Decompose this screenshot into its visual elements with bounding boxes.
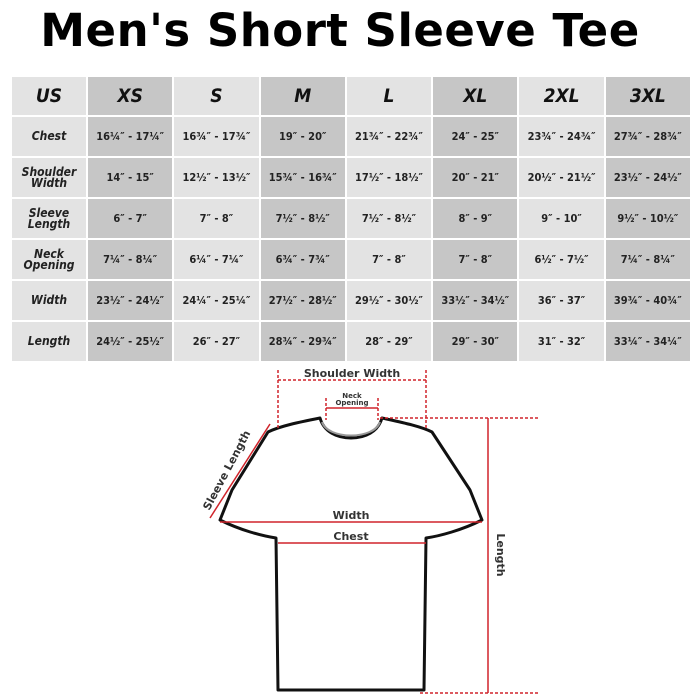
region-header: US [12,77,86,115]
measurement-cell: 7¼″ - 8¼″ [605,240,690,279]
shoulder-width-label: Shoulder Width [304,367,400,380]
measurement-cell: 7″ - 8″ [346,240,432,279]
row-label: Neck Opening [12,240,86,279]
measurement-cell: 33¼″ - 34¼″ [605,322,690,361]
measurement-cell: 24″ - 25″ [433,117,518,156]
measurement-cell: 39¾″ - 40¾″ [605,281,690,320]
row-label: Shoulder Width [12,158,86,197]
measurement-cell: 26″ - 27″ [174,322,259,361]
tee-measurement-diagram: Shoulder Width Neck Opening Sleeve Lengt… [200,367,540,694]
measurement-cell: 20″ - 21″ [433,158,518,197]
measurement-cell: 12½″ - 13½″ [174,158,259,197]
measurement-cell: 8″ - 9″ [433,199,518,238]
table-row: Shoulder Width 14″ - 15″ 12½″ - 13½″ 15¾″ -… [12,158,690,197]
measurement-cell: 9″ - 10″ [519,199,604,238]
collar-line [321,421,381,437]
tee-outline [218,416,484,692]
measurement-cell: 7″ - 8″ [174,199,259,238]
size-header: M [260,77,345,115]
measurement-cell: 6″ - 7″ [88,199,173,238]
length-label: Length [494,533,507,576]
measurement-cell: 20½″ - 21½″ [519,158,604,197]
table-row: Chest 16¼″ - 17¼″ 16¾″ - 17¾″ 19″ - 20″ 21¾″… [12,117,690,156]
measurement-cell: 29½″ - 30½″ [346,281,432,320]
measurement-cell: 6½″ - 7½″ [519,240,604,279]
measurement-cell: 28¾″ - 29¾″ [260,322,345,361]
measurement-cell: 33½″ - 34½″ [433,281,518,320]
measurement-cell: 14″ - 15″ [88,158,173,197]
measurement-cell: 28″ - 29″ [346,322,432,361]
measurement-cell: 15¾″ - 16¾″ [260,158,345,197]
size-header: XS [88,77,173,115]
size-header: 2XL [519,77,604,115]
size-chart-table: US XS S M L XL 2XL 3XL Chest 16¼″ - 17¼″ 16¾″ - 17… [10,75,692,363]
measurement-cell: 24¼″ - 25¼″ [174,281,259,320]
size-header: S [174,77,259,115]
measurement-cell: 24½″ - 25½″ [88,322,173,361]
measurement-cell: 31″ - 32″ [519,322,604,361]
measurement-cell: 23¾″ - 24¾″ [519,117,604,156]
measurement-cell: 9½″ - 10½″ [605,199,690,238]
row-label: Length [12,322,86,361]
measurement-cell: 7½″ - 8½″ [260,199,345,238]
neck-opening-label-2: Opening [335,399,368,407]
measurement-cell: 23½″ - 24½″ [88,281,173,320]
size-header: 3XL [605,77,690,115]
measurement-cell: 29″ - 30″ [433,322,518,361]
measurement-cell: 23½″ - 24½″ [605,158,690,197]
size-header: L [346,77,432,115]
row-label: Chest [12,117,86,156]
header-row: US XS S M L XL 2XL 3XL [12,77,690,115]
table-row: Length 24½″ - 25½″ 26″ - 27″ 28¾″ - 29¾″ 28″… [12,322,690,361]
page-title: Men's Short Sleeve Tee [40,4,640,57]
size-header: XL [433,77,518,115]
measurement-cell: 6¾″ - 7¾″ [260,240,345,279]
row-label: Sleeve Length [12,199,86,238]
table-row: Sleeve Length 6″ - 7″ 7″ - 8″ 7½″ - 8½″ 7½″ … [12,199,690,238]
measurement-cell: 27¾″ - 28¾″ [605,117,690,156]
measurement-cell: 19″ - 20″ [260,117,345,156]
table-row: Neck Opening 7¼″ - 8¼″ 6¼″ - 7¼″ 6¾″ - 7¾″ 7… [12,240,690,279]
width-label: Width [333,509,370,522]
table-row: Width 23½″ - 24½″ 24¼″ - 25¼″ 27½″ - 28½″ 29… [12,281,690,320]
measurement-cell: 7½″ - 8½″ [346,199,432,238]
measurement-cell: 17½″ - 18½″ [346,158,432,197]
measurement-cell: 6¼″ - 7¼″ [174,240,259,279]
measurement-cell: 16¾″ - 17¾″ [174,117,259,156]
measurement-cell: 16¼″ - 17¼″ [88,117,173,156]
measurement-cell: 7¼″ - 8¼″ [88,240,173,279]
measurement-cell: 27½″ - 28½″ [260,281,345,320]
measurement-cell: 21¾″ - 22¾″ [346,117,432,156]
row-label: Width [12,281,86,320]
chest-label: Chest [333,530,368,543]
measurement-cell: 36″ - 37″ [519,281,604,320]
measurement-lines [209,370,540,694]
neck-opening-label-1: Neck [342,392,362,400]
measurement-cell: 7″ - 8″ [433,240,518,279]
